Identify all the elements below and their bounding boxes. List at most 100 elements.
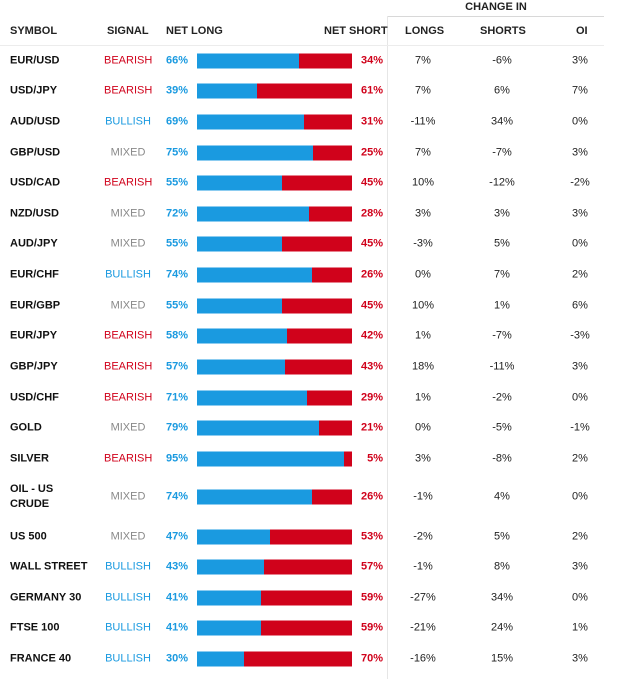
sentiment-bar <box>197 114 352 130</box>
net-long-value: 66% <box>166 54 189 67</box>
symbol-link[interactable]: GBP/USD <box>10 146 61 159</box>
symbol-link[interactable]: EUR/GBP <box>10 299 61 312</box>
header-longs[interactable]: LONGS <box>405 25 445 37</box>
table-row[interactable]: FRANCE 40 BULLISH 30% 70% -16% 15% 3% <box>0 644 619 674</box>
table-row[interactable]: EUR/JPY BEARISH 58% 42% 1% -7% -3% <box>0 321 619 351</box>
longs-change: -2% <box>413 530 433 543</box>
symbol-link[interactable]: GERMANY 30 <box>10 591 82 604</box>
net-long-fill <box>197 529 270 545</box>
symbol-link[interactable]: EUR/JPY <box>10 329 58 342</box>
oi-change: 2% <box>572 268 588 281</box>
symbol-link[interactable]: FRANCE 40 <box>10 652 72 665</box>
table-row[interactable]: EUR/USD BEARISH 66% 34% 7% -6% 3% <box>0 46 619 76</box>
net-long-fill <box>197 145 314 161</box>
longs-change: -1% <box>413 490 433 503</box>
table-row[interactable]: FTSE 100 BULLISH 41% 59% -21% 24% 1% <box>0 613 619 643</box>
symbol-link[interactable]: USD/CHF <box>10 391 59 404</box>
oi-change: 3% <box>572 207 588 220</box>
table-row[interactable]: USD/CAD BEARISH 55% 45% 10% -12% -2% <box>0 168 619 198</box>
longs-change: 3% <box>415 452 431 465</box>
net-short-value: 42% <box>360 329 383 342</box>
oi-change: -2% <box>570 176 590 189</box>
table-row[interactable]: NZD/USD MIXED 72% 28% 3% 3% 3% <box>0 199 619 229</box>
signal-label: BEARISH <box>104 176 153 189</box>
symbol-link[interactable]: GBP/JPY <box>10 360 58 373</box>
signal-label: BULLISH <box>105 560 151 573</box>
symbol-link[interactable]: EUR/CHF <box>10 268 59 281</box>
signal-label: BULLISH <box>105 268 151 281</box>
table-row[interactable]: USD/JPY BEARISH 39% 61% 7% 6% 7% <box>0 76 619 106</box>
signal-label: MIXED <box>110 207 146 220</box>
shorts-change: 15% <box>490 652 514 665</box>
shorts-change: 4% <box>494 490 510 503</box>
symbol-link[interactable]: USD/CAD <box>10 176 61 189</box>
table-row[interactable]: GERMANY 30 BULLISH 41% 59% -27% 34% 0% <box>0 583 619 613</box>
oi-change: 3% <box>572 560 588 573</box>
table-row[interactable]: AUD/USD BULLISH 69% 31% -11% 34% 0% <box>0 107 619 137</box>
table-row[interactable]: USD/CHF BEARISH 71% 29% 1% -2% 0% <box>0 383 619 413</box>
table-row[interactable]: GBP/USD MIXED 75% 25% 7% -7% 3% <box>0 138 619 168</box>
sentiment-bar <box>197 489 352 505</box>
symbol-link[interactable]: FTSE 100 <box>10 621 60 634</box>
header-net-short[interactable]: NET SHORT <box>324 25 388 37</box>
header-symbol[interactable]: SYMBOL <box>10 25 58 37</box>
symbol-link[interactable]: AUD/JPY <box>10 237 58 250</box>
net-long-fill <box>197 114 304 130</box>
longs-change: 3% <box>415 207 431 220</box>
symbol-link[interactable]: USD/JPY <box>10 84 58 97</box>
table-row[interactable]: EUR/GBP MIXED 55% 45% 10% 1% 6% <box>0 291 619 321</box>
symbol-link[interactable]: GOLD <box>10 421 42 434</box>
table-row[interactable]: EUR/CHF BULLISH 74% 26% 0% 7% 2% <box>0 260 619 290</box>
longs-change: -16% <box>410 652 436 665</box>
oi-change: 6% <box>572 299 588 312</box>
oi-change: 7% <box>572 84 588 97</box>
net-short-value: 26% <box>360 268 383 281</box>
header-oi[interactable]: OI <box>576 25 588 37</box>
table-row[interactable]: GOLD MIXED 79% 21% 0% -5% -1% <box>0 413 619 443</box>
table-row[interactable]: GBP/JPY BEARISH 57% 43% 18% -11% 3% <box>0 352 619 382</box>
shorts-change: 5% <box>494 237 510 250</box>
symbol-link[interactable]: US 500 <box>10 530 47 543</box>
net-long-fill <box>197 83 258 99</box>
signal-label: BULLISH <box>105 115 151 128</box>
table-header-row: SYMBOL SIGNAL NET LONG NET SHORT LONGS S… <box>0 20 619 45</box>
header-signal[interactable]: SIGNAL <box>107 25 149 37</box>
table-row[interactable]: SILVER BEARISH 95% 5% 3% -8% 2% <box>0 444 619 474</box>
net-short-value: 28% <box>360 207 383 220</box>
sentiment-bar <box>197 359 352 375</box>
net-long-value: 47% <box>166 530 189 543</box>
shorts-change: -5% <box>492 421 512 434</box>
signal-label: MIXED <box>110 530 146 543</box>
symbol-link[interactable]: NZD/USD <box>10 207 59 220</box>
symbol-link[interactable]: EUR/USD <box>10 54 60 67</box>
symbol-link[interactable]: OIL - US CRUDE <box>10 483 54 510</box>
table-row[interactable]: US 500 MIXED 47% 53% -2% 5% 2% <box>0 522 619 552</box>
header-net-long[interactable]: NET LONG <box>166 25 223 37</box>
symbol-link[interactable]: AUD/USD <box>10 115 61 128</box>
symbol-link[interactable]: SILVER <box>10 452 49 465</box>
net-long-value: 43% <box>166 560 189 573</box>
net-short-value: 45% <box>360 237 383 250</box>
sentiment-bar <box>197 328 352 344</box>
longs-change: -27% <box>410 591 436 604</box>
net-long-fill <box>197 559 264 575</box>
net-long-value: 74% <box>166 490 189 503</box>
net-short-value: 53% <box>360 530 383 543</box>
net-long-fill <box>197 53 300 69</box>
net-long-fill <box>197 328 287 344</box>
shorts-change: 1% <box>494 299 510 312</box>
oi-change: 2% <box>572 452 588 465</box>
symbol-link[interactable]: WALL STREET <box>10 560 88 573</box>
longs-change: 1% <box>415 391 431 404</box>
sentiment-bar <box>197 175 352 191</box>
longs-change: 10% <box>411 176 435 189</box>
table-row[interactable]: OIL - US CRUDE MIXED 74% 26% -1% 4% 0% <box>0 475 619 519</box>
net-short-value: 43% <box>360 360 383 373</box>
sentiment-bar <box>197 53 352 69</box>
table-row[interactable]: AUD/JPY MIXED 55% 45% -3% 5% 0% <box>0 229 619 259</box>
signal-label: BEARISH <box>104 54 153 67</box>
signal-label: MIXED <box>110 490 146 503</box>
header-shorts[interactable]: SHORTS <box>480 25 526 37</box>
table-row[interactable]: WALL STREET BULLISH 43% 57% -1% 8% 3% <box>0 552 619 582</box>
